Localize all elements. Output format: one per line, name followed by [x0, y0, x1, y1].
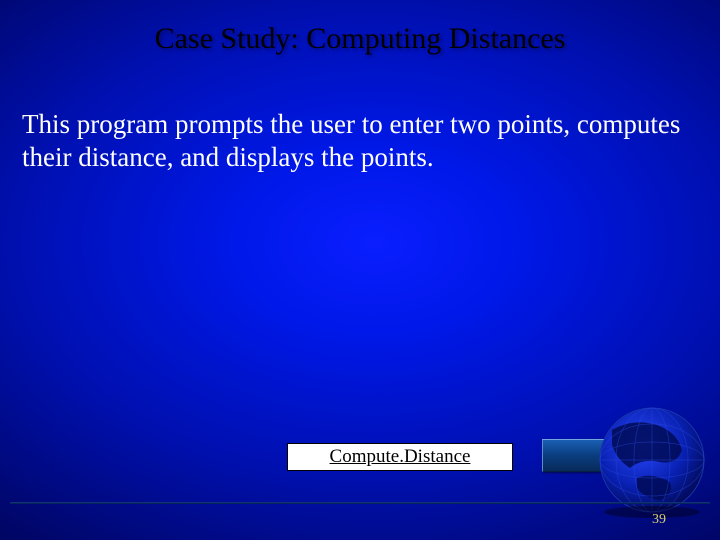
page-number: 39 [652, 512, 666, 528]
slide-title: Case Study: Computing Distances [0, 22, 720, 56]
compute-distance-link-box[interactable]: Compute.Distance [287, 443, 513, 471]
footer-divider [10, 502, 710, 504]
slide-body: This program prompts the user to enter t… [22, 108, 690, 174]
compute-distance-link[interactable]: Compute.Distance [330, 446, 471, 468]
slide: Case Study: Computing Distances This pro… [0, 0, 720, 540]
run-button-label: Run [601, 447, 630, 465]
run-button[interactable]: Run [542, 439, 690, 472]
